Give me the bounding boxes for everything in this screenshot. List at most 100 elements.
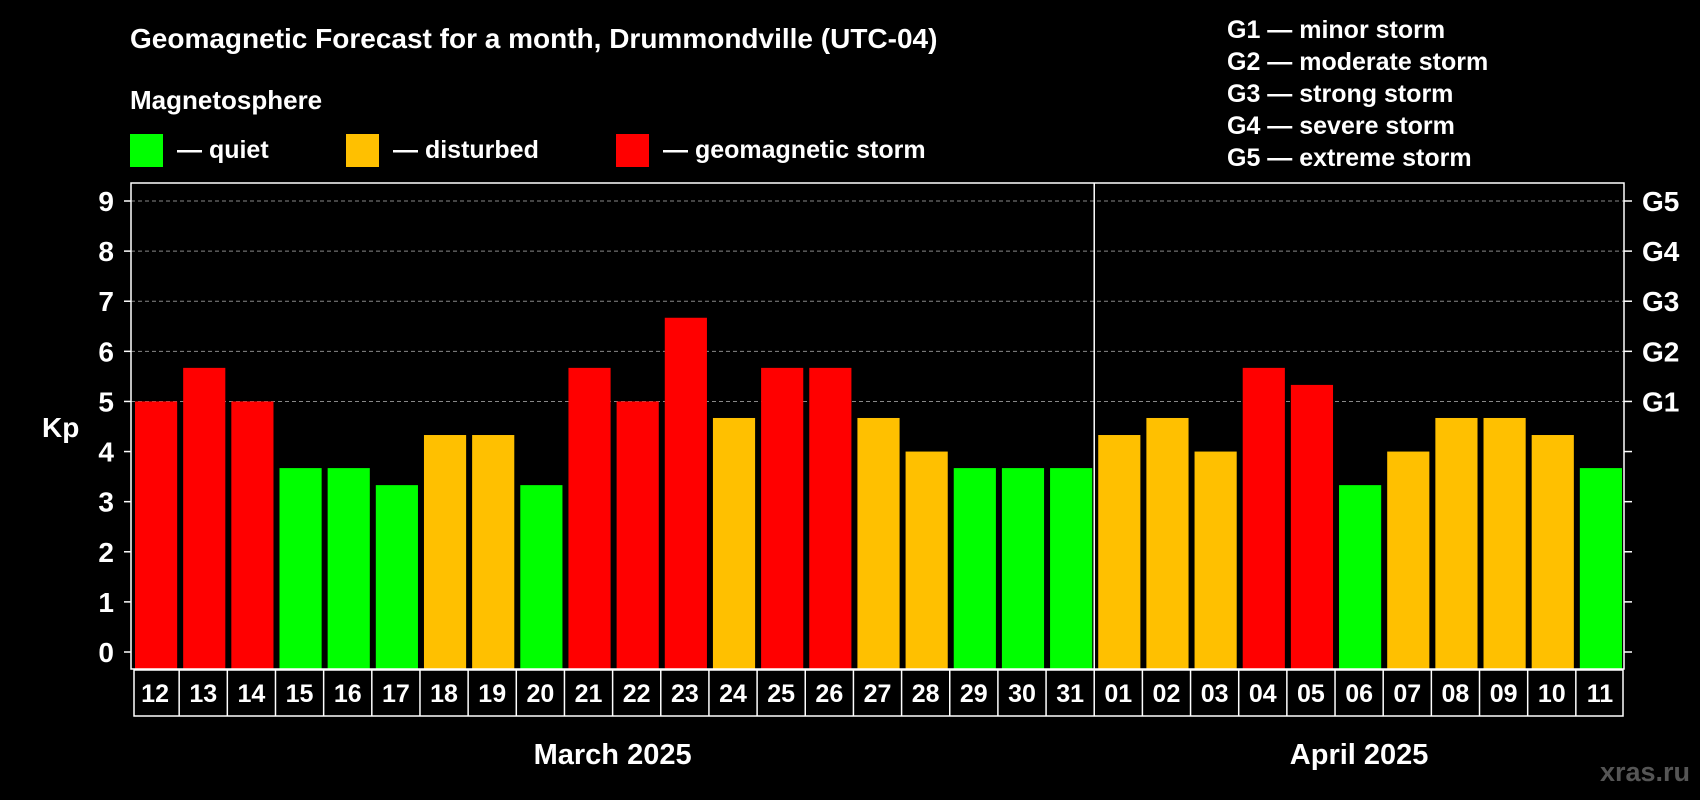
bar [327, 468, 370, 669]
date-label: 21 [575, 680, 603, 708]
date-label: 14 [237, 680, 265, 708]
date-label: 25 [767, 680, 795, 708]
bar [1290, 384, 1334, 669]
date-row: 12 13 14 15 16 17 18 19 20 21 22 23 24 25 26 27 28 29 30 31… [133, 669, 1624, 717]
bar [1146, 417, 1189, 669]
bar [279, 468, 322, 669]
date-label: 26 [815, 680, 843, 708]
date-label: 03 [1201, 680, 1229, 708]
grid-lines [131, 200, 1624, 402]
bar [857, 417, 900, 669]
legend-title: Magnetosphere [130, 85, 322, 115]
y-tick-label: 9 [98, 186, 114, 217]
month-label: April 2025 [1290, 739, 1429, 771]
month-label: March 2025 [534, 739, 692, 771]
y-tick-label: 3 [98, 487, 114, 518]
legend-label-storm: — geomagnetic storm [663, 136, 926, 164]
bar [1194, 451, 1237, 669]
month-labels: March 2025 April 2025 [534, 739, 1429, 771]
date-label: 31 [1056, 680, 1084, 708]
date-label: 07 [1393, 680, 1421, 708]
date-label: 29 [960, 680, 988, 708]
storm-scale-g3: G3 — strong storm [1227, 80, 1453, 108]
bar [183, 367, 226, 669]
storm-scale-g4: G4 — severe storm [1227, 112, 1455, 140]
date-label: 22 [623, 680, 651, 708]
date-label: 27 [864, 680, 892, 708]
date-label: 30 [1008, 680, 1036, 708]
date-label: 18 [430, 680, 458, 708]
bar [761, 367, 804, 669]
chart-title: Geomagnetic Forecast for a month, Drummo… [130, 23, 937, 54]
bar [953, 468, 996, 669]
date-label: 16 [334, 680, 362, 708]
date-label: 08 [1442, 680, 1470, 708]
right-axis-label: G5 [1642, 186, 1679, 217]
date-label: 13 [189, 680, 217, 708]
date-label: 20 [526, 680, 554, 708]
y-tick-label: 4 [98, 437, 114, 468]
date-label: 01 [1104, 680, 1132, 708]
y-tick-label: 0 [98, 637, 114, 668]
bar [231, 401, 274, 669]
bar [1579, 468, 1622, 669]
storm-scale-g1: G1 — minor storm [1227, 16, 1445, 44]
watermark: xras.ru [1600, 757, 1690, 787]
storm-scale-legend: G1 — minor storm G2 — moderate storm G3 … [1227, 16, 1488, 172]
bar [1098, 435, 1141, 669]
legend-swatch-quiet [130, 134, 163, 167]
date-label: 24 [719, 680, 747, 708]
date-label: 09 [1490, 680, 1518, 708]
bar [568, 367, 611, 669]
legend-swatch-storm [616, 134, 649, 167]
date-label: 10 [1538, 680, 1566, 708]
date-label: 15 [286, 680, 314, 708]
bar [1483, 417, 1526, 669]
plot-frame [130, 182, 1625, 670]
right-axis-label: G1 [1642, 386, 1679, 417]
date-label: 11 [1587, 680, 1614, 708]
legend: — quiet — disturbed — geomagnetic storm [130, 134, 926, 167]
y-tick-label: 2 [98, 537, 114, 568]
right-axis-label: G3 [1642, 286, 1679, 317]
legend-label-quiet: — quiet [177, 136, 269, 164]
bar [1339, 485, 1382, 669]
date-row-frame [133, 669, 1624, 717]
bar [905, 451, 948, 669]
right-axis-label: G2 [1642, 336, 1679, 367]
bars [135, 317, 1622, 669]
bar [135, 401, 178, 669]
y-axis-label: Kp [42, 412, 79, 443]
bar [375, 485, 418, 669]
bar [616, 401, 659, 669]
bar [1001, 468, 1045, 669]
bar [472, 435, 515, 669]
legend-swatch-disturbed [346, 134, 379, 167]
bar [520, 485, 563, 669]
y-tick-label: 1 [98, 587, 114, 618]
right-axis-label: G4 [1642, 236, 1680, 267]
right-axis-labels: G1 G2 G3 G4 G5 [1624, 186, 1680, 653]
legend-label-disturbed: — disturbed [393, 136, 539, 164]
bar [423, 435, 467, 669]
date-label: 04 [1249, 680, 1277, 708]
date-label: 28 [912, 680, 940, 708]
date-label: 12 [141, 680, 169, 708]
bar [664, 317, 707, 669]
y-tick-label: 6 [98, 336, 114, 367]
date-label: 17 [382, 680, 410, 708]
date-label: 05 [1297, 680, 1325, 708]
bar [712, 417, 756, 669]
bar [1387, 451, 1430, 669]
axes [130, 182, 1625, 670]
bar [1050, 468, 1093, 669]
bar [1435, 417, 1478, 669]
date-label: 02 [1153, 680, 1181, 708]
date-label: 23 [671, 680, 699, 708]
y-tick-labels: 0 1 2 3 4 5 6 7 8 9 [98, 186, 131, 668]
bar [1531, 435, 1574, 669]
y-tick-label: 7 [98, 286, 114, 317]
y-tick-label: 5 [98, 386, 114, 417]
y-tick-label: 8 [98, 236, 114, 267]
